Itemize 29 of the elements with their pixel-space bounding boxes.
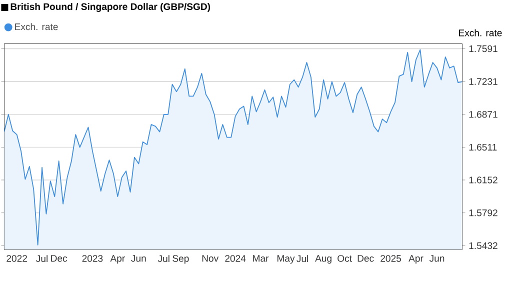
x-tick-label: May: [277, 255, 295, 264]
x-tick-label: 2024: [225, 255, 246, 262]
y-tick-label: 1.5432: [469, 242, 498, 250]
y-tick-label: 1.6152: [469, 176, 498, 184]
legend-label: Exch. rate: [15, 23, 58, 30]
x-tick-label: Mar: [253, 255, 269, 262]
x-tick-label: 2025: [380, 255, 402, 262]
x-tick-label: Aug: [315, 255, 332, 264]
y-tick-label: 1.6871: [469, 111, 498, 118]
x-tick-label: 2023: [82, 255, 103, 262]
y-tick-label: 1.7231: [469, 78, 498, 85]
y-tick-label: 1.5792: [469, 209, 498, 216]
x-tick-label: Jul: [296, 255, 308, 262]
x-tick-label: Apr: [110, 255, 125, 264]
y-tick-label: 1.6511: [469, 144, 497, 151]
chart-title: British Pound / Singapore Dollar (GBP/SGD): [10, 3, 210, 12]
x-tick-label: Oct: [338, 255, 352, 262]
x-tick-label: 2022: [6, 255, 27, 262]
x-tick-label: Jun: [131, 255, 146, 262]
y-tick-label: 1.7591: [469, 45, 498, 52]
x-tick-label: Jun: [429, 255, 444, 262]
x-tick-label: Dec: [358, 255, 374, 262]
x-tick-label: Sep: [172, 255, 189, 264]
x-tick-label: Nov: [202, 255, 219, 262]
x-tick-label: Dec: [51, 255, 68, 262]
y-axis-title: Exch. rate: [459, 29, 502, 36]
x-tick-label: Jul: [36, 255, 48, 262]
x-tick-label: Apr: [408, 255, 424, 264]
x-tick-label: Jul: [158, 255, 170, 262]
